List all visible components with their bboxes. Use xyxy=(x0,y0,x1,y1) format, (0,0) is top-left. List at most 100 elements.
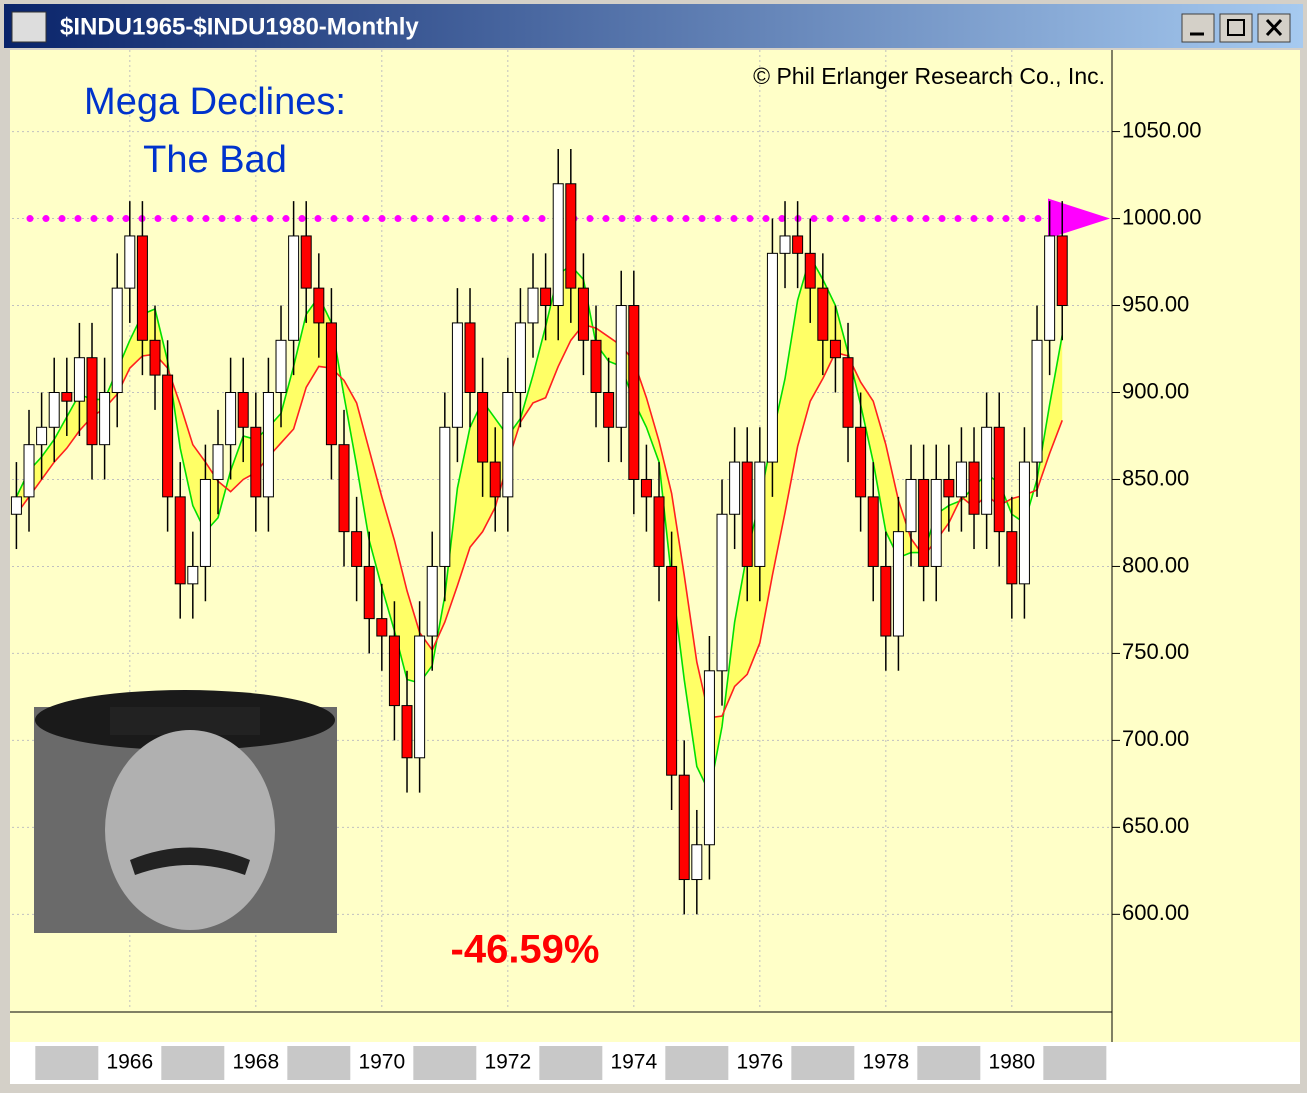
candle-body xyxy=(48,391,60,428)
candle-body xyxy=(111,287,123,393)
x-tick-label: 1966 xyxy=(106,1051,153,1074)
candle-body xyxy=(174,496,186,585)
candle-body xyxy=(905,478,917,533)
ma-band xyxy=(16,256,1063,793)
axis-band xyxy=(791,1046,855,1080)
candle-body xyxy=(73,357,85,402)
axis-band xyxy=(1043,1046,1107,1080)
candle-body xyxy=(124,235,136,289)
candle-body xyxy=(23,444,35,498)
y-tick-label: 850.00 xyxy=(1122,465,1189,490)
annotation: The Bad xyxy=(143,139,287,181)
candle-body xyxy=(288,235,300,341)
y-tick-label: 1000.00 xyxy=(1122,204,1202,229)
candle-body xyxy=(388,635,400,707)
x-tick-label: 1976 xyxy=(736,1051,783,1074)
x-tick-label: 1972 xyxy=(484,1051,531,1074)
maximize-button[interactable] xyxy=(1219,13,1253,43)
y-tick-label: 600.00 xyxy=(1122,900,1189,925)
minimize-button[interactable] xyxy=(1181,13,1215,43)
candle-body xyxy=(678,774,690,881)
candle-body xyxy=(779,235,791,254)
y-tick-label: 800.00 xyxy=(1122,552,1189,577)
moving-average xyxy=(15,323,1063,719)
axis-band xyxy=(161,1046,225,1080)
candle-body xyxy=(640,478,652,498)
y-tick-label: 900.00 xyxy=(1122,378,1189,403)
candle-body xyxy=(729,461,741,515)
candle-body xyxy=(968,461,980,515)
candle-body xyxy=(754,461,766,567)
reference-arrow xyxy=(1048,198,1110,239)
candle-body xyxy=(653,496,665,567)
candle-body xyxy=(716,513,728,672)
x-tick-label: 1978 xyxy=(862,1051,909,1074)
candle-body xyxy=(918,478,930,567)
candle-body xyxy=(880,565,892,637)
candle-body xyxy=(414,635,426,759)
x-tick-label: 1970 xyxy=(358,1051,405,1074)
candle-body xyxy=(187,565,199,585)
candle-body xyxy=(225,391,237,446)
candle-body xyxy=(325,322,337,446)
candle-body xyxy=(842,357,854,428)
candle-body xyxy=(943,478,955,498)
candle-body xyxy=(628,305,640,480)
candle-body xyxy=(792,235,804,254)
candle-body xyxy=(1006,531,1018,585)
candle-body xyxy=(86,357,98,446)
plot xyxy=(10,50,1112,1010)
candle-body xyxy=(313,287,325,324)
axis-band xyxy=(917,1046,981,1080)
candle-body xyxy=(804,252,816,289)
candle-body xyxy=(855,426,867,498)
candle-body xyxy=(829,339,841,359)
candle-body xyxy=(552,183,564,307)
y-tick-label: 650.00 xyxy=(1122,813,1189,838)
candle-body xyxy=(817,287,829,341)
candle-body xyxy=(867,496,879,567)
candle-body xyxy=(1056,235,1068,307)
axis-band xyxy=(665,1046,729,1080)
candle-body xyxy=(892,531,904,637)
window-title: $INDU1965-$INDU1980-Monthly xyxy=(60,13,419,40)
candle-body xyxy=(502,391,514,498)
candle-body xyxy=(1044,235,1056,341)
candle-body xyxy=(590,339,602,393)
y-tick-label: 750.00 xyxy=(1122,639,1189,664)
candle-body xyxy=(981,426,993,515)
title-bar xyxy=(4,4,1303,48)
candle-body xyxy=(489,461,501,498)
axis-band xyxy=(287,1046,351,1080)
y-tick-label: 1050.00 xyxy=(1122,117,1202,142)
candle-body xyxy=(464,322,476,393)
candle-body xyxy=(540,287,552,307)
moving-average xyxy=(15,254,1064,796)
copyright: © Phil Erlanger Research Co., Inc. xyxy=(753,63,1105,89)
candle-body xyxy=(275,339,287,393)
candle-body xyxy=(363,565,375,620)
candle-body xyxy=(565,183,577,289)
candle-body xyxy=(439,426,451,567)
close-button[interactable] xyxy=(1257,13,1291,43)
candle-body xyxy=(426,565,438,637)
candle-body xyxy=(930,478,942,567)
window-buttons[interactable] xyxy=(1181,13,1291,43)
candle-body xyxy=(36,426,48,446)
candle-body xyxy=(237,391,249,428)
candle-body xyxy=(1018,461,1030,585)
candle-body xyxy=(666,565,678,776)
photo-mustache xyxy=(130,847,250,875)
candle-body xyxy=(955,461,967,498)
candle-body xyxy=(514,322,526,393)
candle-body xyxy=(250,426,262,498)
axis-band xyxy=(35,1046,99,1080)
candle-body xyxy=(262,391,274,498)
candle-body xyxy=(212,444,224,480)
candle-body xyxy=(615,305,627,428)
annotation: -46.59% xyxy=(451,928,600,972)
candle-body xyxy=(603,391,615,428)
candle-body xyxy=(61,391,73,402)
candle-body xyxy=(577,287,589,341)
